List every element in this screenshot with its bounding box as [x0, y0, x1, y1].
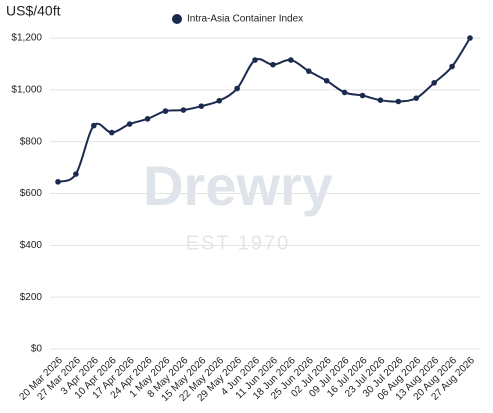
data-point — [323, 77, 330, 84]
data-point — [377, 97, 384, 103]
data-point — [55, 179, 61, 185]
data-point — [413, 95, 420, 101]
data-point — [431, 80, 437, 86]
legend-marker — [172, 14, 182, 24]
y-tick-label: $0 — [31, 344, 43, 355]
data-point — [359, 92, 366, 99]
data-point — [252, 57, 258, 63]
data-point — [91, 122, 97, 129]
watermark-subtitle: EST 1970 — [186, 232, 291, 254]
data-point — [73, 171, 79, 177]
data-point — [341, 89, 348, 96]
legend-label: Intra-Asia Container Index — [187, 14, 303, 25]
data-point — [234, 85, 240, 92]
data-point — [108, 129, 115, 136]
data-point — [162, 108, 169, 114]
data-point — [180, 107, 187, 113]
y-tick-label: $400 — [20, 240, 43, 251]
data-point — [395, 98, 402, 105]
y-axis-label: US$/40ft — [6, 3, 61, 19]
data-point — [216, 97, 223, 104]
data-point — [126, 121, 133, 127]
data-point — [305, 68, 312, 74]
data-point — [288, 57, 294, 63]
data-point — [144, 116, 151, 122]
y-tick-label: $600 — [20, 188, 43, 199]
watermark: Drewry — [143, 154, 333, 217]
y-tick-label: $800 — [20, 136, 43, 147]
y-tick-label: $1,000 — [11, 84, 42, 95]
data-point — [467, 35, 473, 41]
y-tick-label: $200 — [20, 292, 43, 303]
y-tick-label: $1,200 — [11, 33, 42, 44]
data-point — [449, 63, 455, 70]
data-point — [270, 61, 276, 68]
data-point — [198, 103, 205, 109]
